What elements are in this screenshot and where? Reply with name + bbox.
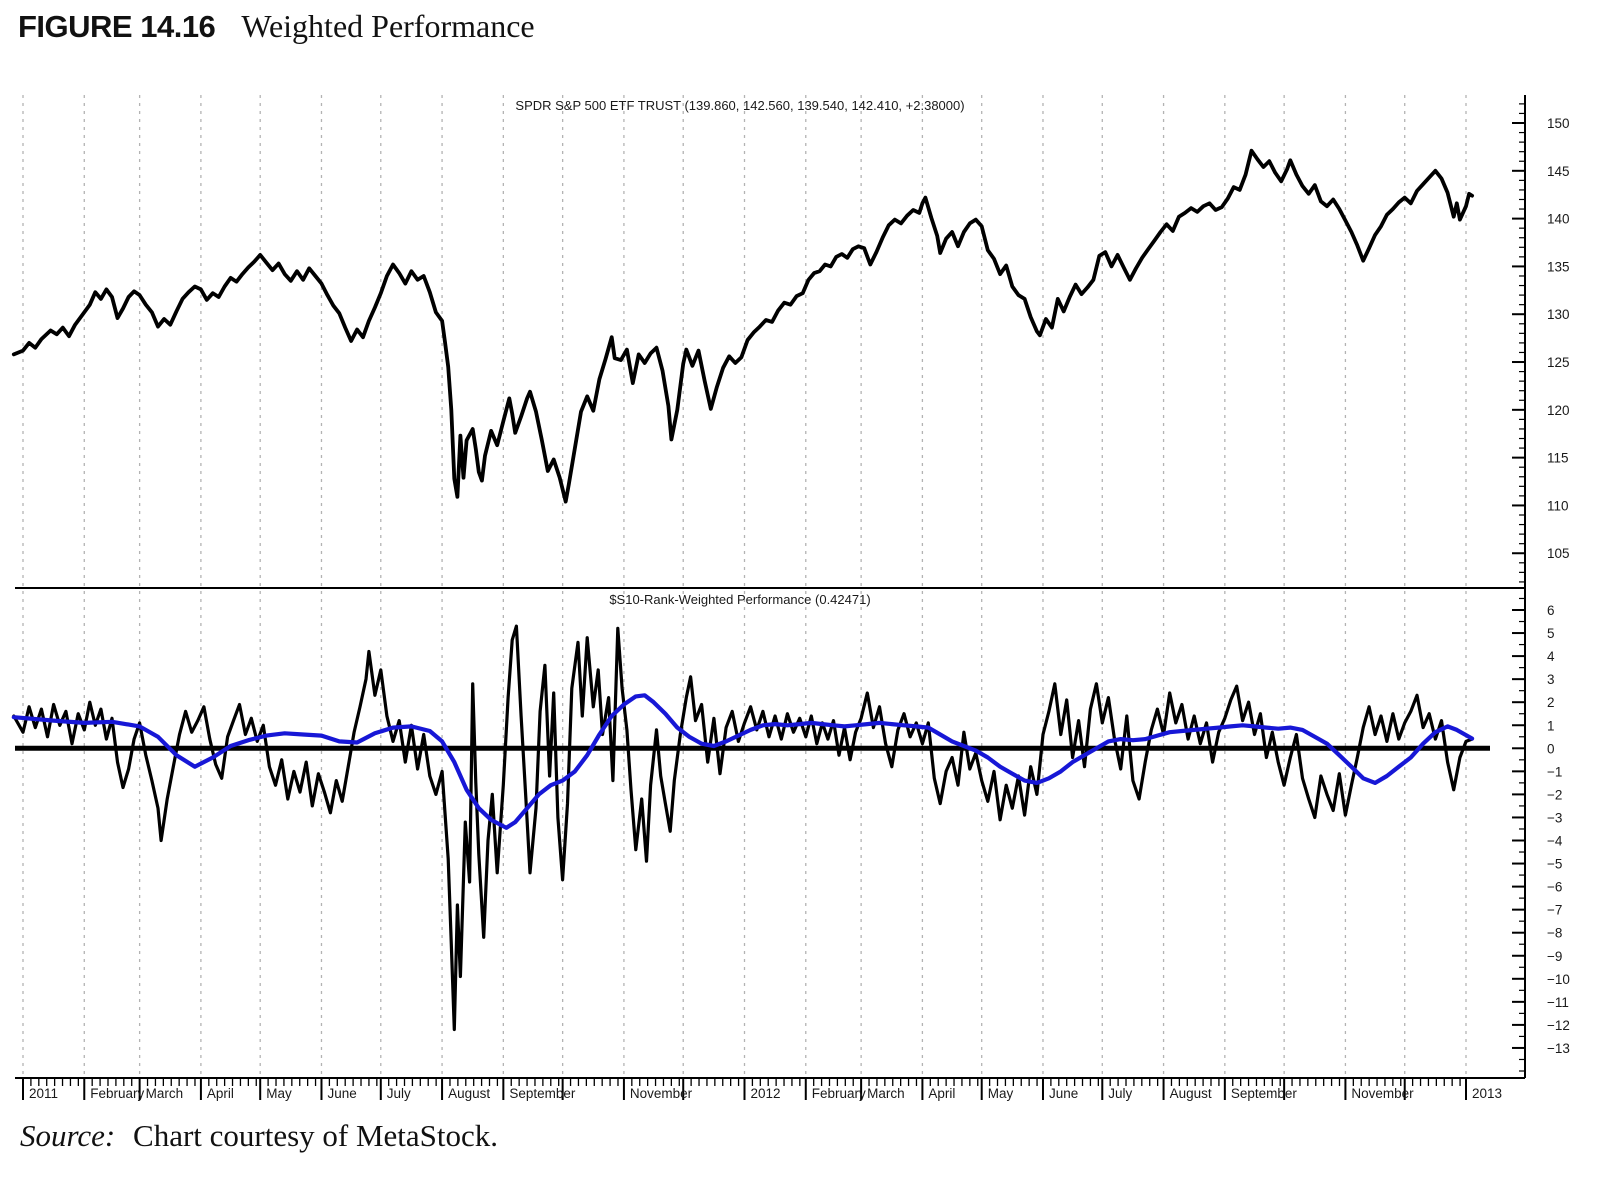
x-tick-label: 2013 [1472,1086,1502,1101]
x-tick-label: November [1351,1086,1414,1101]
source-text: Chart courtesy of MetaStock. [133,1118,499,1153]
figure-title: Weighted Performance [241,8,535,44]
y-tick-label: −10 [1547,972,1570,987]
y-tick-label: 145 [1547,164,1570,179]
x-tick-label: April [207,1086,234,1101]
x-tick-label: 2011 [29,1086,58,1101]
x-tick-label: November [630,1086,693,1101]
x-tick-label: June [1049,1086,1078,1101]
bottom-panel-title: $S10-Rank-Weighted Performance (0.42471) [609,592,870,607]
y-tick-label: −4 [1547,834,1563,849]
figure-header: FIGURE 14.16 Weighted Performance [18,8,535,45]
y-tick-label: 125 [1547,355,1570,370]
signal-line [11,693,1475,830]
x-tick-label: May [266,1086,292,1101]
source-line: Source: Chart courtesy of MetaStock. [20,1118,498,1154]
oscillator-line [12,624,1474,1032]
x-tick-label: July [387,1086,411,1101]
y-tick-label: 115 [1547,451,1569,466]
y-tick-label: −2 [1547,787,1562,802]
x-tick-label: February [812,1086,866,1101]
figure-label: FIGURE 14.16 [18,9,216,44]
y-tick-label: 1 [1547,718,1555,733]
y-tick-label: 120 [1547,403,1570,418]
x-tick-label: September [509,1086,576,1101]
top-panel-title: SPDR S&P 500 ETF TRUST (139.860, 142.560… [515,98,964,113]
y-tick-label: 110 [1547,498,1569,513]
y-tick-label: −9 [1547,949,1562,964]
y-tick-label: 0 [1547,741,1555,756]
x-tick-label: 2012 [751,1086,781,1101]
y-tick-label: 2 [1547,695,1555,710]
y-tick-label: 3 [1547,672,1555,687]
y-tick-label: 130 [1547,307,1570,322]
y-tick-label: −3 [1547,810,1562,825]
y-tick-label: −7 [1547,903,1562,918]
y-tick-label: −6 [1547,880,1562,895]
x-tick-label: July [1108,1086,1132,1101]
x-tick-label: August [1170,1086,1212,1101]
y-tick-label: 5 [1547,626,1555,641]
x-tick-label: September [1231,1086,1298,1101]
y-tick-label: −11 [1547,995,1569,1010]
price-line [11,148,1474,504]
y-tick-label: −5 [1547,857,1562,872]
y-tick-label: 6 [1547,603,1555,618]
x-tick-label: June [327,1086,356,1101]
y-tick-label: 150 [1547,116,1570,131]
y-tick-label: −12 [1547,1018,1570,1033]
y-tick-label: −1 [1547,764,1562,779]
y-tick-label: 140 [1547,212,1570,227]
x-tick-label: May [988,1086,1014,1101]
y-tick-label: 105 [1547,546,1570,561]
x-tick-label: February [90,1086,144,1101]
x-tick-label: March [146,1086,184,1101]
y-tick-label: −8 [1547,926,1562,941]
y-tick-label: 135 [1547,259,1570,274]
y-tick-label: 4 [1547,649,1555,664]
source-prefix: Source: [20,1118,116,1153]
y-tick-label: −13 [1547,1041,1570,1056]
x-tick-label: April [928,1086,955,1101]
x-tick-label: March [867,1086,905,1101]
x-tick-label: August [448,1086,490,1101]
